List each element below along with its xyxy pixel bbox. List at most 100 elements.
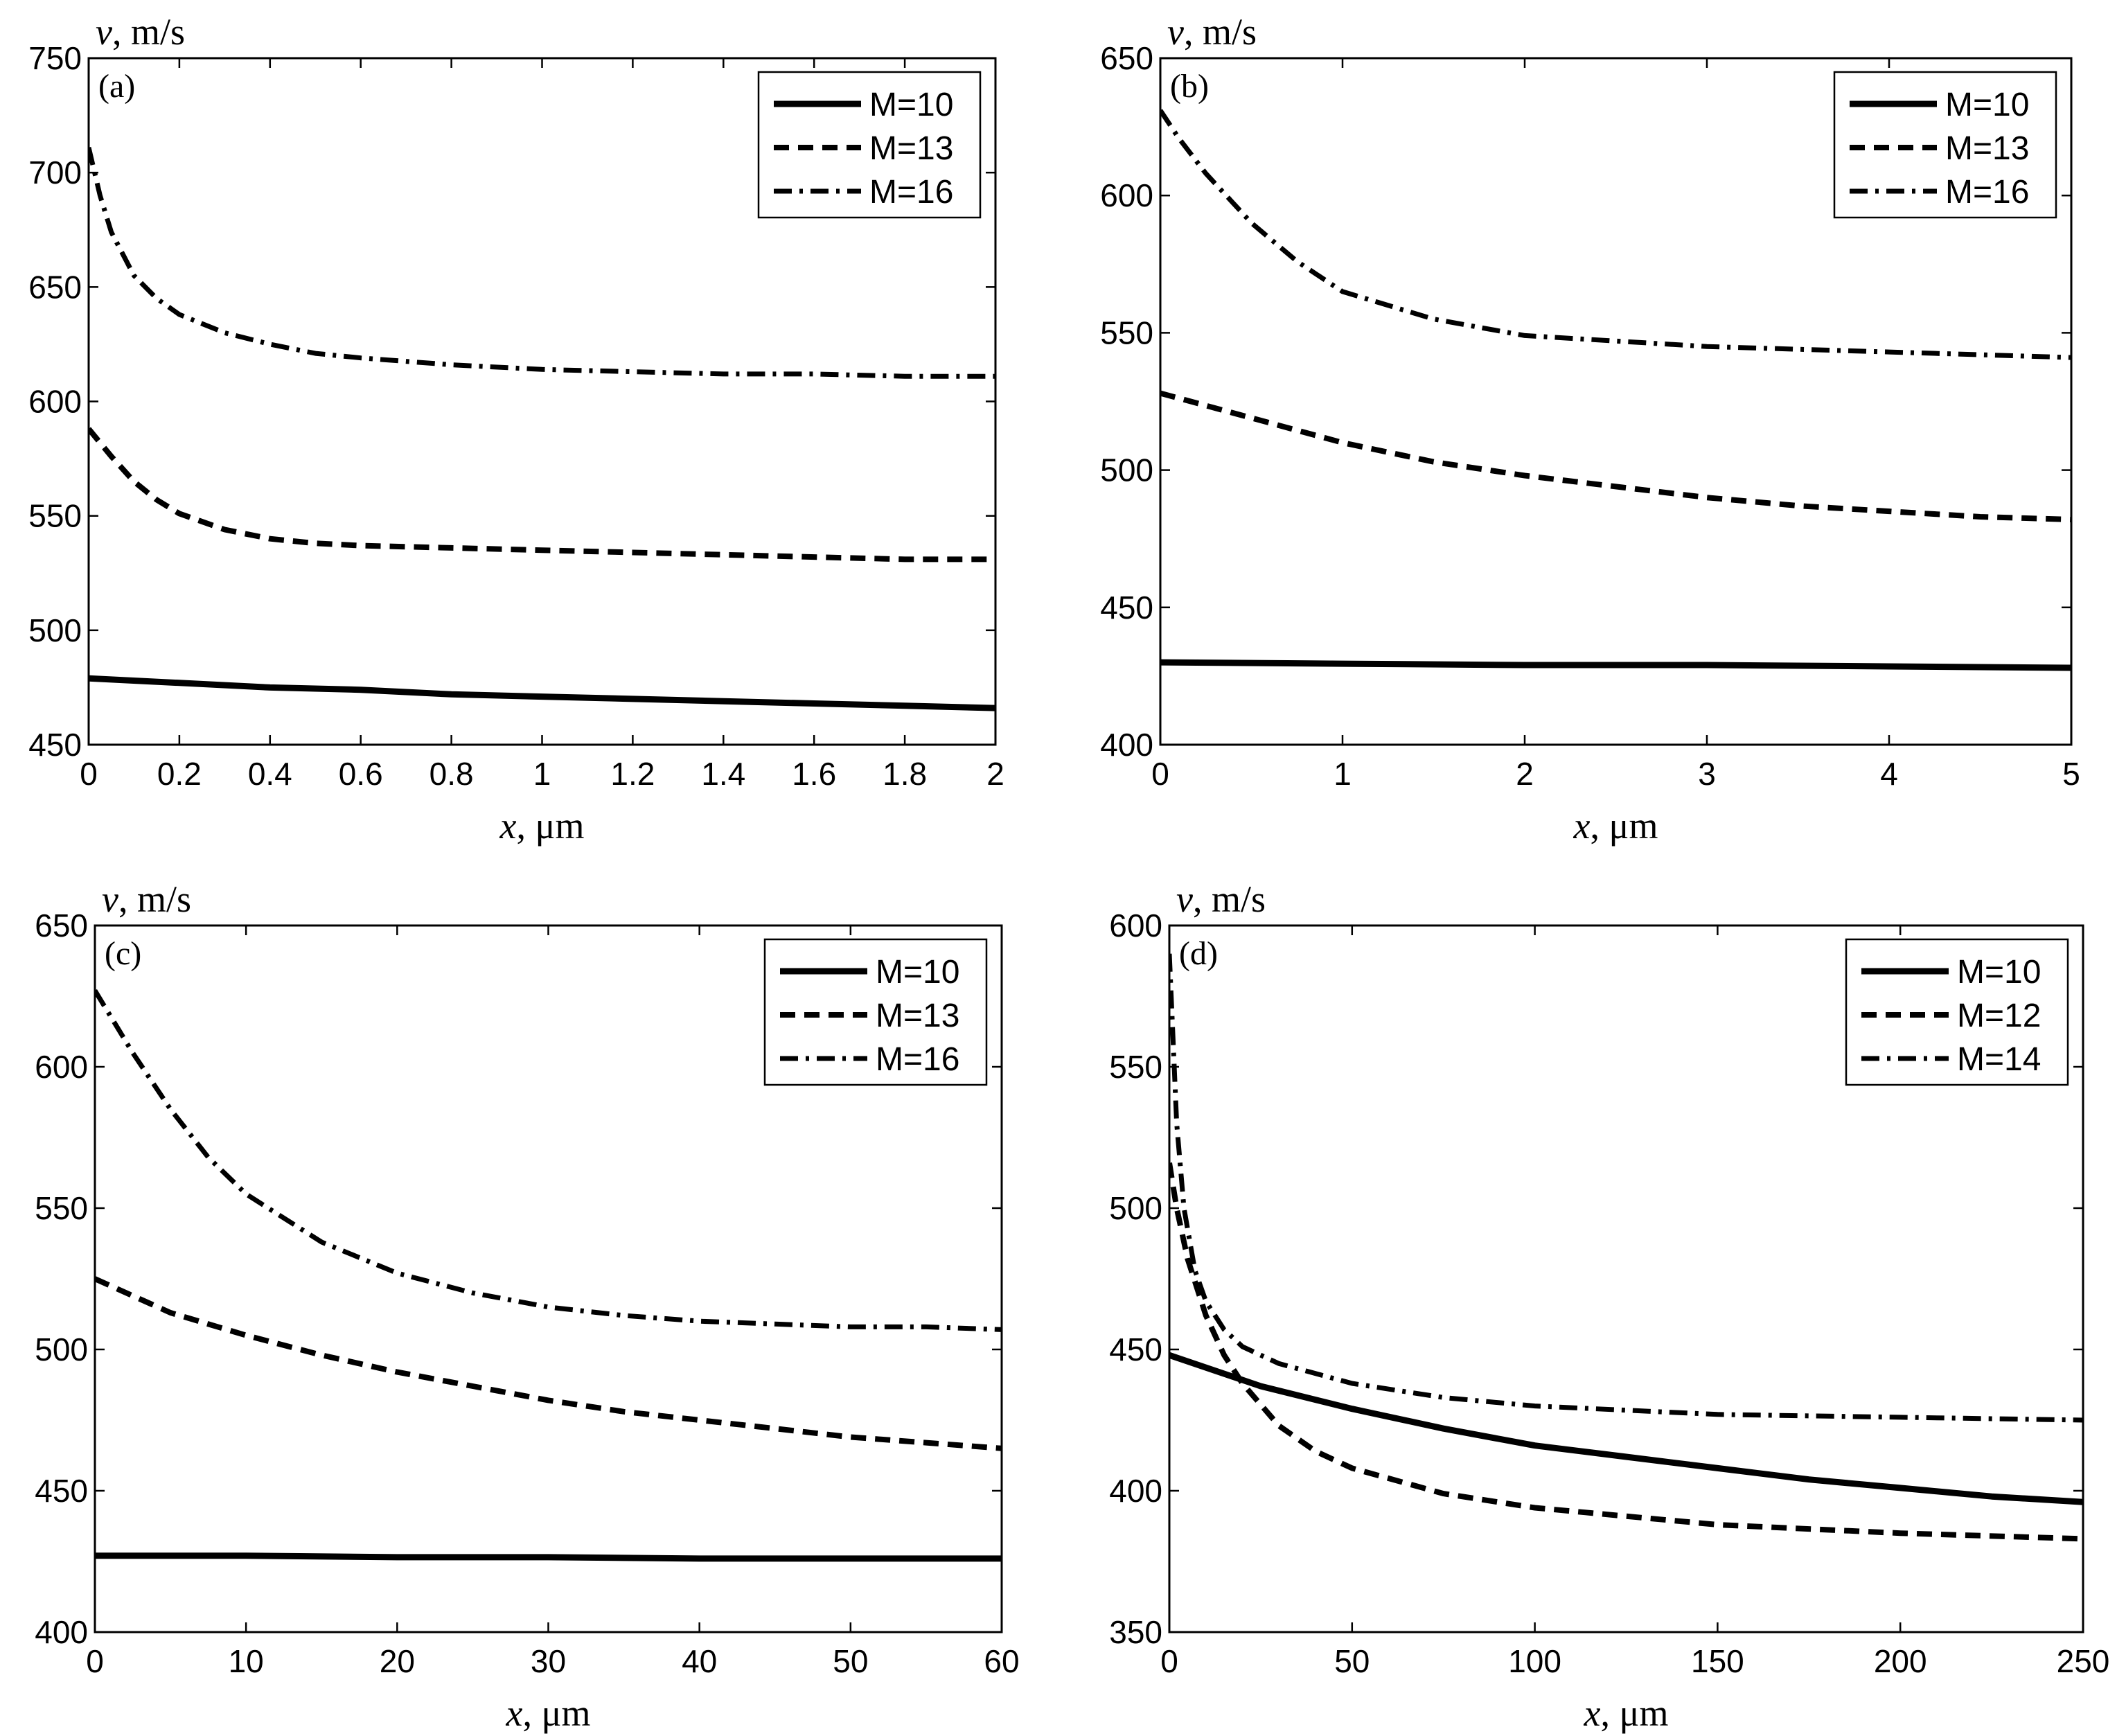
x-tick-label: 0.8 [429,756,474,792]
x-tick-label: 1 [533,756,551,792]
x-tick-label: 250 [2057,1643,2110,1679]
x-tick-label: 0 [1151,756,1169,792]
y-axis-label: v, m/s [102,878,191,920]
x-tick-label: 50 [833,1643,868,1679]
legend-entry-label: M=16 [1945,174,2029,211]
x-tick-label: 5 [2062,756,2080,792]
y-tick-label: 650 [35,907,88,944]
y-tick-label: 450 [1100,590,1153,626]
y-tick-label: 550 [35,1190,88,1226]
chart-panel-d: 0 50 100 150 200 250 350 400 450 500 550 600 v, m/s x… [1109,878,2109,1734]
chart-panel-a: 0 0.2 0.4 0.6 0.8 1 1.2 1.4 1.6 1.8 2 450 500 550 600 6… [28,11,1004,847]
x-tick-label: 1.4 [701,756,745,792]
x-tick-label: 30 [531,1643,566,1679]
legend-entry-label: M=12 [1957,998,2041,1034]
y-tick-label: 600 [1109,907,1162,944]
y-tick-label: 600 [1100,177,1153,213]
x-tick-label: 2 [986,756,1004,792]
y-tick-label: 650 [28,269,82,305]
y-tick-label: 600 [35,1049,88,1085]
x-axis-unit: , μm [517,805,585,847]
legend-entry-label: M=16 [876,1041,959,1078]
x-tick-label: 20 [380,1643,415,1679]
x-tick-label: 40 [682,1643,717,1679]
y-tick-label: 350 [1109,1614,1162,1650]
series-line-dashdot [1160,109,2071,360]
x-axis-label: x, μm [1573,805,1658,847]
series-line-dashed [1160,390,2071,522]
x-axis-unit: , μm [1591,805,1658,847]
y-tick-label: 750 [28,40,82,76]
y-axis-label: v, m/s [1167,11,1257,53]
y-tick-label: 500 [1100,452,1153,488]
legend: M=10 M=13 M=16 [757,71,982,219]
x-tick-label: 1.8 [883,756,927,792]
legend-box [757,71,982,219]
x-tick-label: 1 [1334,756,1352,792]
x-axis-var: x [499,805,517,847]
series-line-dashed [1169,1162,2083,1542]
legend: M=10 M=13 M=16 [763,938,988,1086]
x-tick-label: 4 [1880,756,1898,792]
legend-entry-label: M=10 [869,87,953,123]
series-line-solid [1160,659,2071,671]
y-tick-label: 650 [1100,40,1153,76]
y-tick-label: 400 [35,1614,88,1650]
y-axis-var: v [102,878,118,920]
x-tick-label: 0 [1160,1643,1178,1679]
series-group [1160,109,2071,671]
y-tick-label: 550 [28,498,82,534]
legend-entry-label: M=16 [869,174,953,211]
y-axis-var: v [1176,878,1193,920]
x-axis-unit: , μm [1601,1692,1669,1734]
x-tick-label: 0.2 [157,756,202,792]
x-tick-label: 1.6 [792,756,836,792]
panel-label: (c) [105,935,141,972]
series-line-dashed [95,1276,1002,1451]
legend-entry-label: M=10 [876,954,959,991]
legend-entry-label: M=14 [1957,1041,2041,1078]
y-axis-unit: , m/s [112,11,185,53]
x-tick-label: 0 [80,756,98,792]
y-axis-var: v [1167,11,1184,53]
plot-frame [1168,924,2084,1633]
panel-label: (d) [1179,935,1218,972]
y-tick-label: 550 [1100,315,1153,351]
y-tick-label: 450 [35,1473,88,1509]
series-group [95,989,1002,1562]
series-group [1169,953,2083,1542]
y-axis-var: v [96,11,112,53]
y-tick-label: 500 [28,612,82,648]
legend-box [763,938,988,1086]
y-tick-label: 450 [1109,1331,1162,1367]
y-axis-unit: , m/s [118,878,191,920]
x-tick-label: 1.2 [610,756,655,792]
x-axis-var: x [506,1692,523,1734]
x-axis-var: x [1573,805,1591,847]
y-tick-label: 500 [35,1331,88,1367]
series-line-dashdot [95,989,1002,1332]
y-axis-unit: , m/s [1184,11,1257,53]
y-tick-label: 400 [1109,1473,1162,1509]
x-axis-unit: , μm [523,1692,591,1734]
x-tick-label: 3 [1698,756,1716,792]
legend-entry-label: M=10 [1957,954,2041,991]
y-axis-label: v, m/s [1176,878,1266,920]
legend-entry-label: M=13 [1945,130,2029,167]
series-line-solid [95,1552,1002,1562]
x-tick-label: 0 [86,1643,104,1679]
y-tick-label: 600 [28,384,82,420]
legend: M=10 M=13 M=16 [1833,71,2057,219]
legend-entry-label: M=10 [1945,87,2029,123]
y-tick-label: 400 [1100,727,1153,763]
y-axis-unit: , m/s [1193,878,1266,920]
plot-frame [1159,57,2073,746]
y-tick-label: 500 [1109,1190,1162,1226]
x-tick-label: 2 [1516,756,1534,792]
legend-box [1845,938,2069,1086]
panel-label: (b) [1170,68,1209,105]
x-tick-label: 0.4 [248,756,292,792]
x-axis-label: x, μm [506,1692,591,1734]
x-tick-label: 200 [1874,1643,1927,1679]
